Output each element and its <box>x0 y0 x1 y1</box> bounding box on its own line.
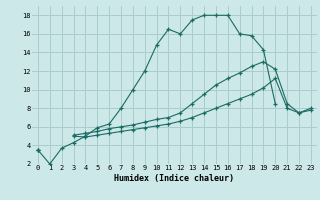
X-axis label: Humidex (Indice chaleur): Humidex (Indice chaleur) <box>115 174 234 183</box>
